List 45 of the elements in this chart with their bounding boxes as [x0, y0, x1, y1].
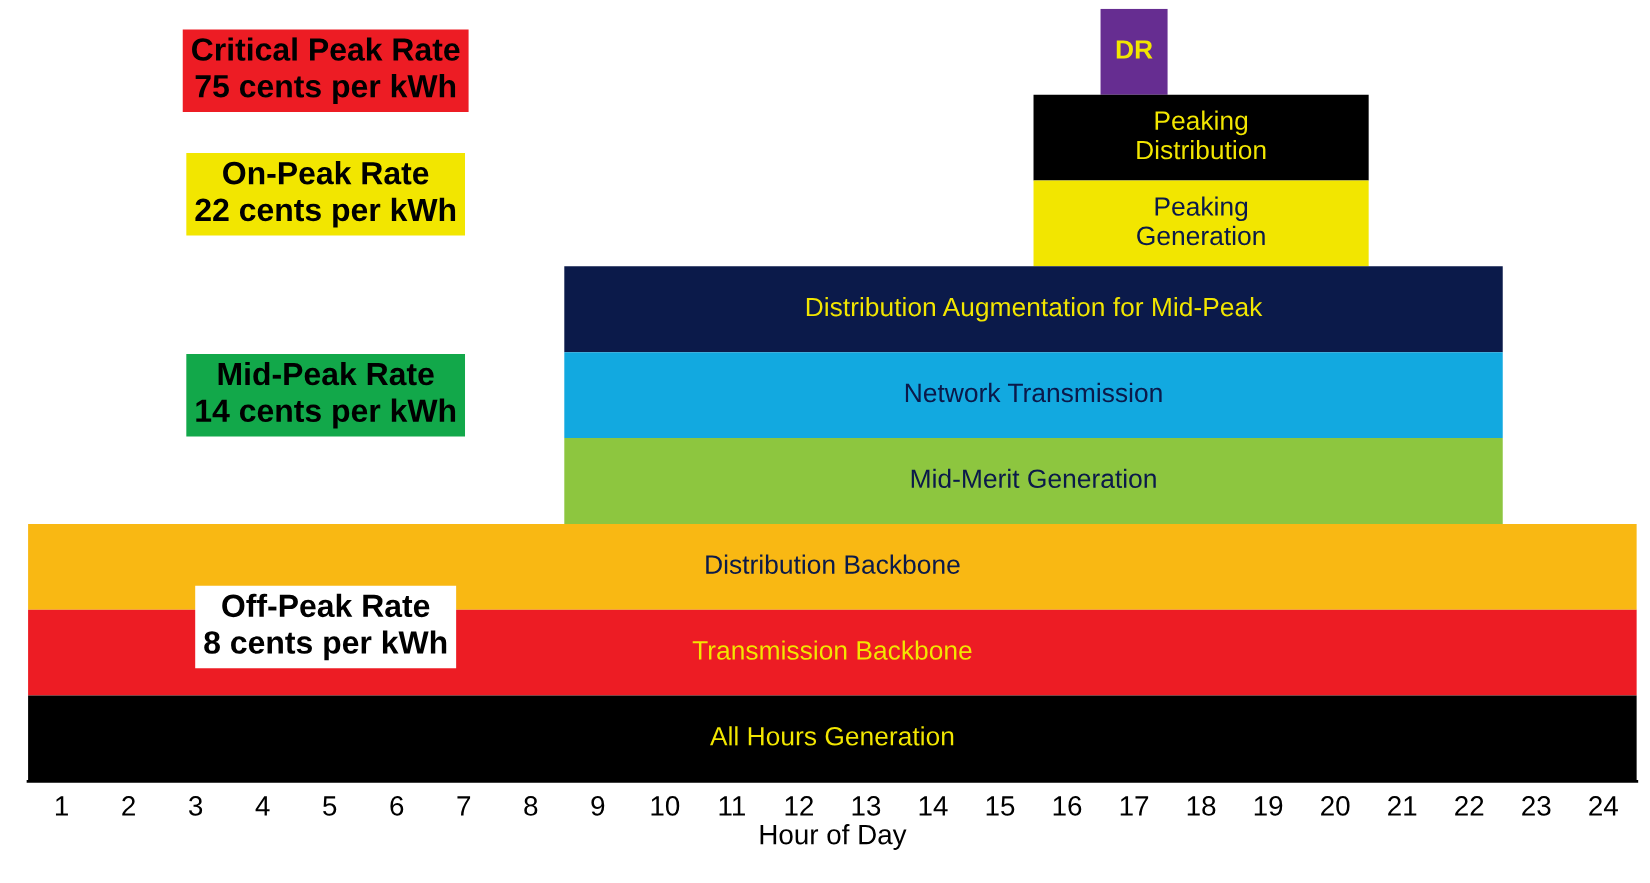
bar — [564, 438, 1503, 524]
x-tick-label: 3 — [188, 796, 203, 816]
x-tick-label: 10 — [651, 796, 680, 816]
x-tick-label: 9 — [591, 796, 605, 816]
x-tick-label: 5 — [323, 796, 337, 816]
annotation: On-Peak Rate 22 cents per kWh — [195, 161, 456, 228]
x-tick-label: 6 — [390, 796, 404, 816]
bar — [564, 352, 1503, 439]
y-tick-label: Transmission Backbone — [692, 640, 972, 660]
y-tick-label: Distribution Backbone — [706, 554, 960, 574]
y-tick-label: Distribution Augmentation for Mid-Peak — [806, 297, 1263, 322]
x-tick-label: 19 — [1254, 796, 1283, 816]
annotation: Off-Peak Rate 8 cents per kWh — [204, 593, 447, 661]
x-tick-label: 23 — [1522, 796, 1551, 816]
x-tick-label: 12 — [785, 796, 813, 816]
bar — [1033, 180, 1369, 267]
y-tick-label: Peaking Distribution — [1137, 110, 1266, 160]
annotation: Mid-Peak Rate 14 cents per kWh — [196, 361, 456, 429]
y-tick-label: Peaking Generation — [1137, 196, 1265, 246]
x-tick-label: 8 — [524, 796, 538, 816]
x-tick-label: 4 — [255, 796, 270, 816]
x-tick-label: 14 — [919, 796, 948, 816]
x-tick-label: 20 — [1321, 796, 1350, 816]
y-tick-label: DR — [1116, 40, 1153, 59]
y-tick-label: All Hours Generation — [710, 726, 954, 746]
x-tick-label: 24 — [1589, 796, 1618, 816]
x-tick-label: 2 — [122, 796, 135, 816]
y-tick-label: Network Transmission — [905, 382, 1162, 403]
x-tick-label: 7 — [457, 796, 471, 816]
x-tick-label: 15 — [986, 796, 1015, 816]
x-axis-title: Hour of Day — [760, 824, 907, 850]
x-tick-label: 21 — [1388, 796, 1417, 816]
bar — [1033, 94, 1369, 181]
bar — [1100, 8, 1168, 95]
bar — [28, 695, 1637, 782]
x-tick-label: 16 — [1053, 796, 1082, 816]
x-tick-label: 11 — [719, 796, 745, 816]
annotation: Critical Peak Rate 75 cents per kWh — [192, 37, 460, 104]
bar — [564, 266, 1503, 353]
x-tick-label: 1 — [55, 796, 68, 816]
x-tick-label: 17 — [1120, 796, 1149, 816]
x-tick-label: 22 — [1455, 796, 1484, 816]
x-tick-label: 18 — [1187, 796, 1216, 816]
y-tick-label: Mid-Merit Generation — [911, 468, 1156, 489]
x-tick-label: 13 — [852, 796, 881, 816]
